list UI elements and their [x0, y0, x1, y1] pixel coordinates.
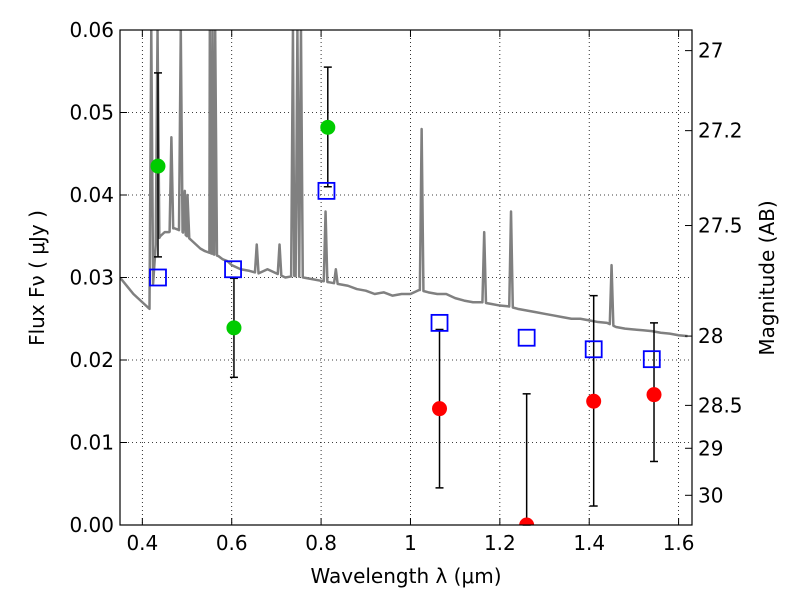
model-square-4 — [517, 328, 536, 347]
x-tick-label-5: 1.4 — [573, 531, 605, 555]
red-point-1 — [519, 517, 535, 525]
y2-tick-label-2: 27.5 — [698, 214, 743, 238]
model-spectrum-line — [120, 30, 688, 338]
y2-tick-label-6: 30 — [698, 483, 723, 507]
x-axis-label: Wavelength λ (μm) — [310, 564, 501, 588]
model-photometry-squares — [149, 181, 661, 369]
y-tick-label-0: 0.00 — [69, 513, 114, 537]
plot-frame — [119, 29, 693, 526]
model-square-5 — [584, 340, 603, 359]
grid-lines — [120, 29, 692, 526]
x-tick-label-4: 1.2 — [484, 531, 516, 555]
model-square-3 — [430, 313, 449, 332]
error-bars — [153, 66, 659, 526]
y2-tick-label-1: 27.2 — [698, 119, 743, 143]
red-point-2 — [586, 393, 602, 409]
y-tick-label-4: 0.04 — [69, 183, 114, 207]
y-tick-label-1: 0.01 — [69, 431, 114, 455]
x-tick-label-3: 1 — [404, 531, 417, 555]
red-point-3 — [646, 387, 662, 403]
x-tick-label-1: 0.6 — [216, 531, 248, 555]
y-axis-ticks: 0.00 0.01 0.02 0.03 0.04 0.05 0.06 — [69, 18, 127, 537]
model-square-6 — [642, 350, 661, 369]
y-tick-label-5: 0.05 — [69, 101, 114, 125]
x-tick-label-6: 1.6 — [663, 531, 695, 555]
model-square-2 — [317, 181, 336, 200]
x-tick-label-0: 0.4 — [126, 531, 158, 555]
y2-tick-label-3: 28 — [698, 324, 723, 348]
red-point-0 — [432, 401, 448, 417]
x-tick-label-2: 0.8 — [305, 531, 337, 555]
y2-axis-ticks: 27 27.2 27.5 28 28.5 29 30 — [685, 39, 743, 507]
green-point-1 — [226, 320, 242, 336]
y2-axis-label: Magnitude (AB) — [755, 200, 779, 355]
y2-tick-label-4: 28.5 — [698, 393, 743, 417]
observed-photometry-points — [150, 119, 662, 525]
plot-area — [120, 30, 688, 526]
y2-tick-label-0: 27 — [698, 39, 723, 63]
model-spectrum — [120, 30, 688, 338]
model-square-1 — [224, 260, 242, 279]
y-tick-label-6: 0.06 — [69, 18, 114, 42]
y-tick-label-3: 0.03 — [69, 266, 114, 290]
y-tick-label-2: 0.02 — [69, 348, 114, 372]
green-point-2 — [320, 119, 336, 135]
y2-tick-label-5: 29 — [698, 436, 723, 460]
x-axis-ticks: 0.4 0.6 0.8 1 1.2 1.4 1.6 — [126, 30, 695, 555]
y-axis-label: Flux Fν ( μJy ) — [25, 210, 49, 346]
model-square-0 — [149, 268, 167, 287]
green-point-0 — [150, 158, 166, 174]
